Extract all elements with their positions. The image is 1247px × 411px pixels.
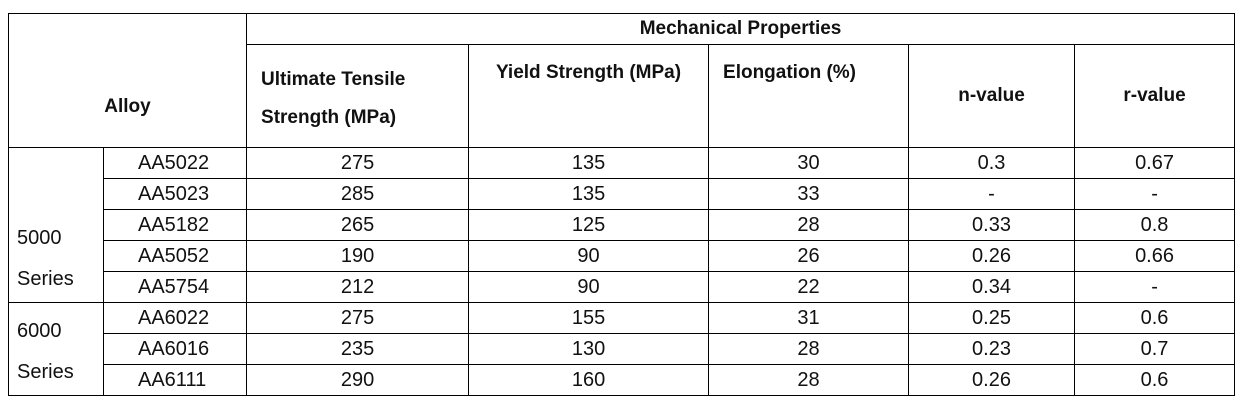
uts-cell: 190 — [246, 240, 470, 272]
yield-cell: 90 — [468, 240, 710, 272]
elongation-cell: 33 — [708, 178, 910, 210]
table-row: 5000 Series AA5022 275 135 30 0.3 0.67 — [8, 147, 1236, 303]
n-value-cell: - — [908, 178, 1076, 210]
uts-cell: 290 — [246, 364, 470, 396]
uts-cell: 235 — [246, 333, 470, 365]
elongation-cell: 28 — [708, 364, 910, 396]
n-value-cell: 0.3 — [908, 147, 1076, 179]
uts-header: Ultimate Tensile Strength (MPa) — [246, 44, 470, 148]
yield-cell: 160 — [468, 364, 710, 396]
table-row: AA5182 265 125 28 0.33 0.8 — [9, 209, 1236, 241]
yield-cell: 125 — [468, 209, 710, 241]
uts-cell: 212 — [246, 271, 470, 303]
yield-strength-header: Yield Strength (MPa) — [468, 44, 710, 148]
n-value-cell: 0.33 — [908, 209, 1076, 241]
yield-cell: 135 — [468, 178, 710, 210]
alloy-cell: AA6022 — [102, 302, 248, 334]
elongation-cell: 28 — [708, 209, 910, 241]
series-label-6000: 6000 Series — [8, 302, 104, 396]
alloy-cell: AA5022 — [102, 147, 248, 179]
table-row: AA5023 285 135 33 - - — [9, 178, 1236, 210]
series-label-line1: 6000 — [17, 320, 62, 342]
table-row: AA6111 290 160 28 0.26 0.6 — [9, 364, 1236, 396]
mechanical-properties-header: Mechanical Properties — [246, 13, 1236, 45]
r-value-cell: 0.8 — [1074, 209, 1236, 241]
uts-cell: 285 — [246, 178, 470, 210]
series-label-5000: 5000 Series — [8, 147, 104, 303]
alloy-cell: AA5182 — [102, 209, 248, 241]
r-value-cell: - — [1074, 178, 1236, 210]
r-value-cell: - — [1074, 271, 1236, 303]
series-label-line2: Series — [17, 268, 74, 290]
mechanical-properties-table: Alloy Mechanical Properties Ultimate Ten… — [7, 13, 1236, 396]
n-value-cell: 0.26 — [908, 364, 1076, 396]
uts-header-line1: Ultimate Tensile — [261, 69, 406, 90]
r-value-cell: 0.6 — [1074, 302, 1236, 334]
table-row: 6000 Series AA6022 275 155 31 0.25 0.6 — [8, 302, 1236, 396]
alloy-cell: AA5052 — [102, 240, 248, 272]
r-value-cell: 0.7 — [1074, 333, 1236, 365]
elongation-cell: 30 — [708, 147, 910, 179]
n-value-cell: 0.25 — [908, 302, 1076, 334]
alloy-cell: AA6016 — [102, 333, 248, 365]
uts-cell: 275 — [246, 302, 470, 334]
alloy-cell: AA6111 — [102, 364, 248, 396]
table-row: AA5754 212 90 22 0.34 - — [9, 271, 1236, 303]
n-value-header: n-value — [908, 44, 1076, 148]
r-value-cell: 0.66 — [1074, 240, 1236, 272]
elongation-header: Elongation (%) — [708, 44, 910, 148]
n-value-cell: 0.23 — [908, 333, 1076, 365]
r-value-cell: 0.67 — [1074, 147, 1236, 179]
table-row: AA5052 190 90 26 0.26 0.66 — [9, 240, 1236, 272]
yield-cell: 155 — [468, 302, 710, 334]
properties-table-container: Alloy Mechanical Properties Ultimate Ten… — [7, 13, 1236, 396]
alloy-cell: AA5754 — [102, 271, 248, 303]
alloy-cell: AA5023 — [102, 178, 248, 210]
uts-cell: 275 — [246, 147, 470, 179]
r-value-cell: 0.6 — [1074, 364, 1236, 396]
elongation-cell: 31 — [708, 302, 910, 334]
elongation-cell: 28 — [708, 333, 910, 365]
yield-cell: 135 — [468, 147, 710, 179]
yield-cell: 90 — [468, 271, 710, 303]
n-value-cell: 0.34 — [908, 271, 1076, 303]
r-value-header: r-value — [1074, 44, 1236, 148]
elongation-cell: 26 — [708, 240, 910, 272]
series-label-line1: 5000 — [17, 227, 62, 249]
yield-cell: 130 — [468, 333, 710, 365]
series-label-line2: Series — [17, 361, 74, 383]
alloy-header: Alloy — [7, 13, 248, 148]
elongation-cell: 22 — [708, 271, 910, 303]
uts-header-line2: Strength (MPa) — [261, 107, 397, 128]
table-row: AA6016 235 130 28 0.23 0.7 — [9, 333, 1236, 365]
n-value-cell: 0.26 — [908, 240, 1076, 272]
uts-cell: 265 — [246, 209, 470, 241]
